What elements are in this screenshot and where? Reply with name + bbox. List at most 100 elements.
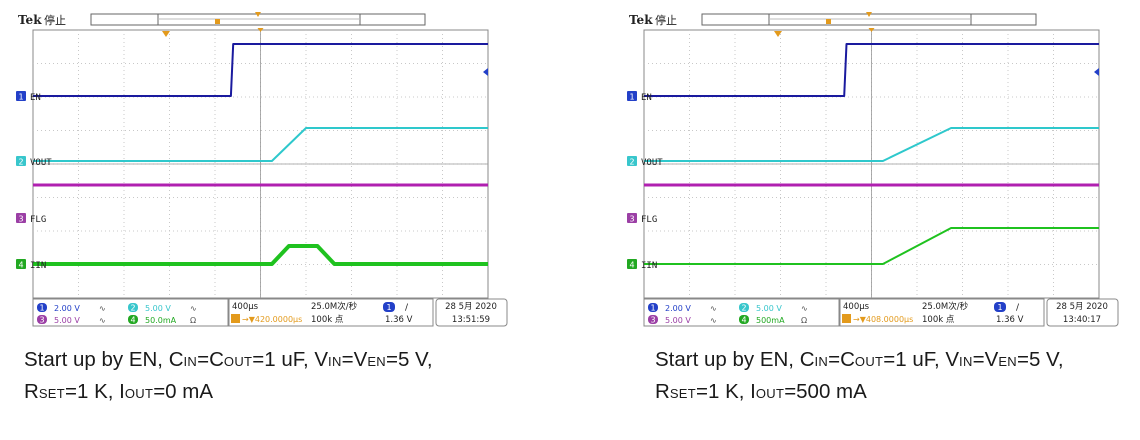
sample-rate: 25.0M次/秒	[311, 301, 358, 312]
trigger-channel: 1	[386, 303, 391, 312]
channel-coupling-3: ∿	[710, 316, 717, 325]
caption-text: Start up by EN, C	[655, 348, 815, 371]
channel-badge-number: 3	[650, 316, 655, 325]
channel-badge-1	[648, 303, 658, 312]
timebase-box	[839, 298, 1045, 327]
caption-text: =0 mA	[153, 380, 214, 403]
caption-subscript: OUT	[124, 386, 154, 401]
channel-label-flg: FLG	[641, 215, 657, 225]
trigger-position-icon	[231, 314, 240, 323]
record-length: 100k 点	[922, 315, 955, 325]
channel-label-vout: VOUT	[30, 158, 52, 168]
status-label: 停止	[655, 13, 677, 27]
channel-scale-1: 2.00 V	[665, 304, 691, 313]
caption-text: =1 K, I	[65, 380, 125, 403]
trigger-center-icon	[868, 28, 875, 32]
trigger-marker-icon	[215, 19, 220, 24]
trigger-level-icon	[1094, 68, 1099, 76]
caption-subscript: IN	[814, 354, 829, 369]
time-label: 13:51:59	[452, 315, 490, 325]
trace-iin	[644, 227, 1099, 265]
caption-subscript: OUT	[854, 354, 884, 369]
channel-coupling-4: Ω	[190, 316, 196, 325]
trigger-channel-badge	[383, 302, 395, 312]
caption-line: Start up by EN, CIN=COUT=1 uF, VIN=VEN=5…	[24, 344, 433, 376]
channel-marker-number: 1	[18, 93, 23, 102]
trigger-pos-top-icon	[255, 12, 261, 17]
time-per-div: 400µs	[843, 302, 870, 312]
caption-text: =C	[828, 348, 855, 371]
channel-marker-2	[627, 156, 637, 166]
channel-scale-4: 50.0mA	[145, 316, 177, 325]
caption-subscript: IN	[328, 354, 342, 369]
channel-coupling-1: ∿	[710, 304, 717, 313]
channel-scale-1: 2.00 V	[54, 304, 80, 313]
trace-vout	[33, 127, 488, 162]
caption-line: RSET=1 K, IOUT=500 mA	[655, 376, 1064, 408]
channel-badge-4	[739, 315, 749, 324]
caption-text: =5 V,	[385, 348, 433, 371]
channel-coupling-2: ∿	[801, 304, 808, 313]
channel-marker-number: 4	[18, 261, 23, 270]
channel-marker-2	[16, 156, 26, 166]
trace-en	[33, 43, 488, 97]
channel-marker-number: 3	[629, 215, 634, 224]
caption-line: RSET=1 K, IOUT=0 mA	[24, 376, 433, 408]
channel-marker-number: 3	[18, 215, 23, 224]
channel-marker-number: 2	[629, 158, 634, 167]
channel-marker-3	[16, 213, 26, 223]
channel-scale-2: 5.00 V	[756, 304, 782, 313]
channel-marker-1	[627, 91, 637, 101]
channel-coupling-3: ∿	[99, 316, 106, 325]
caption-2: Start up by EN, CIN=COUT=1 uF, VIN=VEN=5…	[655, 344, 1064, 408]
channel-badge-number: 1	[39, 304, 44, 313]
caption-subscript: OUT	[223, 354, 253, 369]
channel-scale-2: 5.00 V	[145, 304, 171, 313]
trigger-center-icon	[257, 28, 264, 32]
channel-marker-number: 2	[18, 158, 23, 167]
channel-label-flg: FLG	[30, 215, 46, 225]
channel-badge-number: 3	[39, 316, 44, 325]
trace-en	[644, 43, 1099, 97]
caption-text: =1 K, I	[696, 380, 756, 403]
caption-line: Start up by EN, CIN=COUT=1 uF, VIN=VEN=5…	[655, 344, 1064, 376]
datetime-box	[435, 298, 508, 327]
brand-label: Tek	[629, 13, 653, 27]
channel-badge-number: 2	[741, 304, 746, 313]
caption-text: =1 uF, V	[883, 348, 960, 371]
trigger-position: →▼408.0000µs	[853, 315, 913, 324]
trigger-position-icon	[842, 314, 851, 323]
trigger-channel: 1	[997, 303, 1002, 312]
trigger-channel-badge	[994, 302, 1006, 312]
caption-text: =5 V,	[1016, 348, 1064, 371]
trace-vout	[644, 127, 1099, 162]
caption-subscript: SET	[38, 386, 65, 401]
channel-marker-4	[627, 259, 637, 269]
trigger-marker-icon	[826, 19, 831, 24]
channel-badge-3	[648, 315, 658, 324]
channel-label-iin: IIN	[30, 261, 46, 271]
caption-text: R	[24, 380, 39, 403]
trigger-time-icon	[162, 31, 170, 37]
caption-subscript: SET	[669, 386, 696, 401]
channel-scale-4: 500mA	[756, 316, 785, 325]
channel-label-iin: IIN	[641, 261, 657, 271]
trigger-slope-icon: /	[1016, 303, 1020, 313]
channel-badge-number: 4	[741, 316, 746, 325]
channel-coupling-1: ∿	[99, 304, 106, 313]
channel-badge-2	[739, 303, 749, 312]
caption-text: =V	[341, 348, 368, 371]
trigger-time-icon	[774, 31, 782, 37]
scope-1: Tek 停止 1 EN 2 VOUT 3 FLG 4 IIN 1 2.00 V ∿ 2 5.00 V ∿ 3 5.…	[16, 12, 508, 327]
channel-badge-2	[128, 303, 138, 312]
channel-badge-number: 4	[130, 316, 135, 325]
time-per-div: 400µs	[232, 302, 259, 312]
caption-subscript: IN	[959, 354, 973, 369]
caption-subscript: EN	[998, 354, 1017, 369]
channel-badge-3	[37, 315, 47, 324]
caption-1: Start up by EN, CIN=COUT=1 uF, VIN=VEN=5…	[24, 344, 433, 408]
trigger-pos-top-icon	[866, 12, 872, 17]
trigger-level: 1.36 V	[996, 315, 1024, 325]
brand-label: Tek	[18, 13, 42, 27]
